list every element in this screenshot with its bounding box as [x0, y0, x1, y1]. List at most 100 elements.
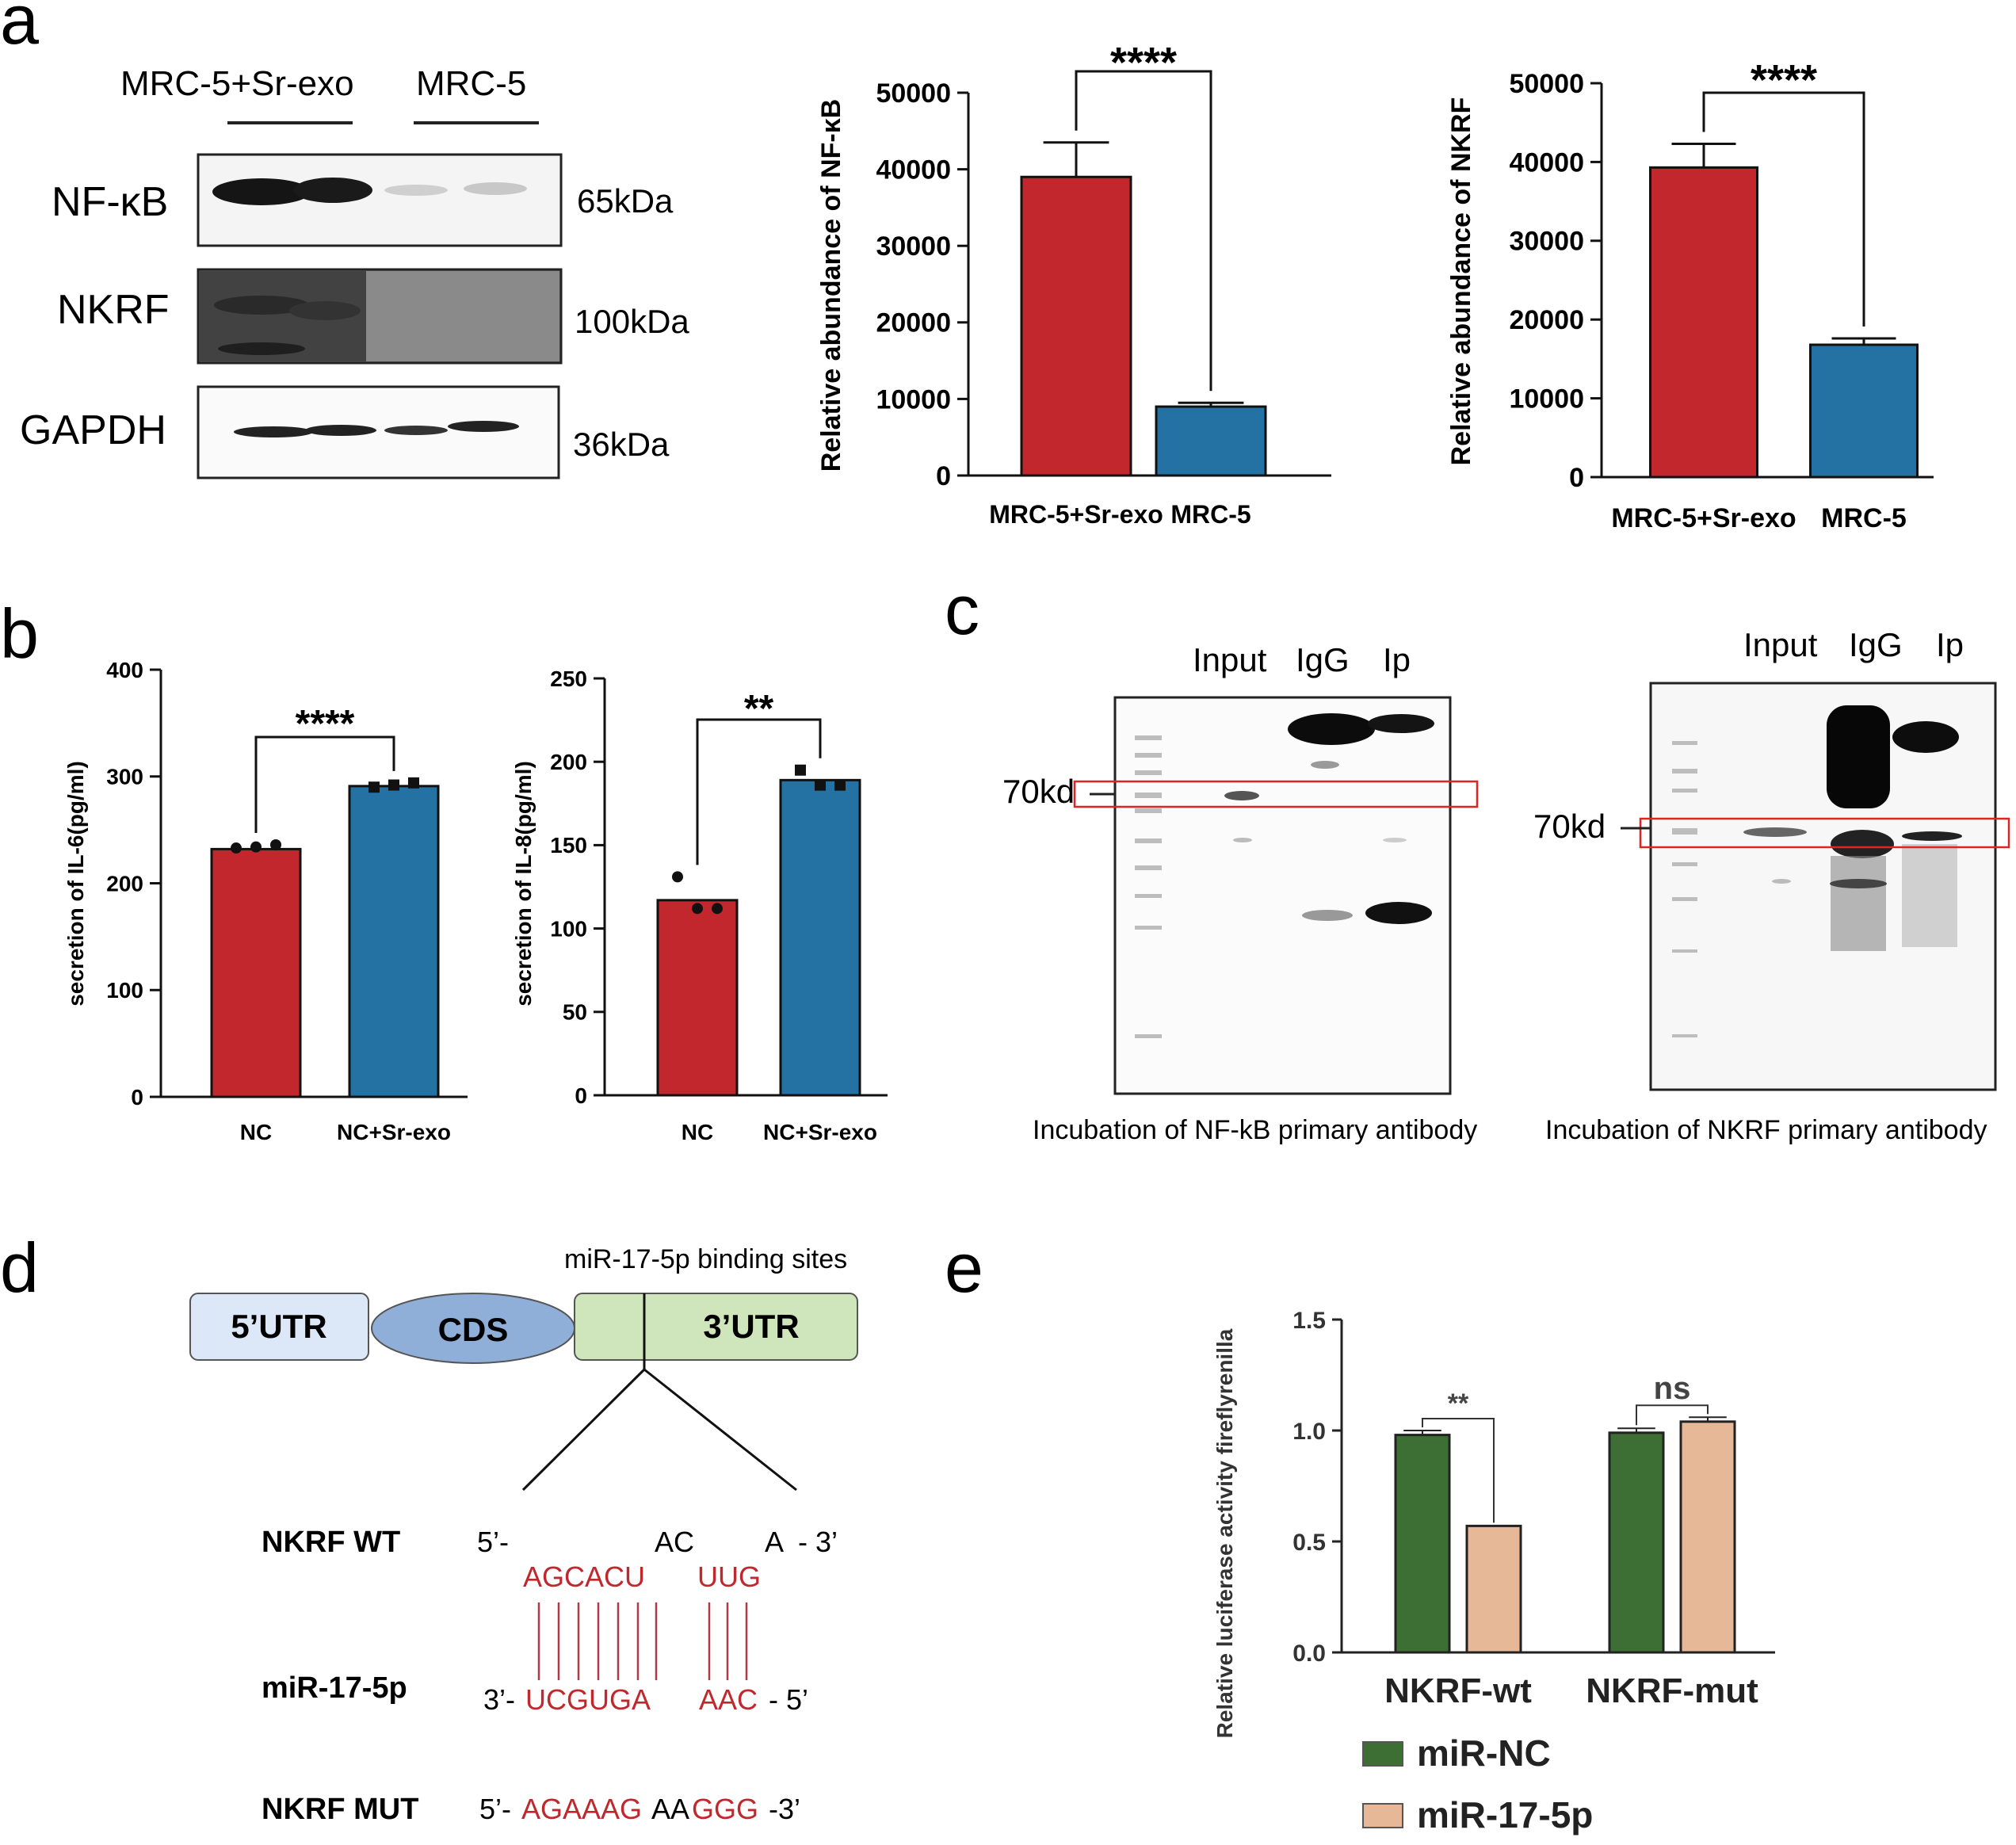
panel-label-b: b: [0, 594, 39, 673]
blot-row-label-nkrf: NKRF: [57, 287, 170, 333]
panel-label-a: a: [0, 0, 39, 59]
y-tick-label: 10000: [876, 384, 951, 414]
bar-MRC-5: [1809, 343, 1919, 479]
seq-mut-red2: GGG: [692, 1793, 758, 1825]
seq-wt-red1: AGCACU: [523, 1560, 645, 1593]
base-pair-lines: [537, 1602, 748, 1680]
x-tick-label: MRC-5+Sr-exo: [989, 500, 1163, 529]
blot-kda-nfkb: 65kDa: [577, 182, 674, 220]
y-tick-label: 250: [550, 667, 587, 691]
x-tick-label: MRC-5+Sr-exo: [1611, 503, 1796, 533]
data-point: [795, 764, 806, 776]
caption-nfkb-antibody: Incubation of NF-kB primary antibody: [1033, 1115, 1477, 1145]
y-tick-label: 1.0: [1292, 1419, 1326, 1445]
bar-NKRF-mut-miR-17-5p: [1679, 1420, 1736, 1654]
legend-label-miR-17-5p: miR-17-5p: [1417, 1794, 1593, 1835]
y-tick-label: 50000: [1509, 69, 1584, 99]
seq-mut-prefix: 5’-: [479, 1793, 511, 1825]
y-axis-title: Relative luciferase activity fireflyreni…: [1212, 1328, 1237, 1738]
blot-kda-gapdh: 36kDa: [573, 426, 670, 463]
y-tick-label: 150: [550, 833, 587, 858]
bar-NC+Sr-exo: [779, 778, 861, 1097]
x-tick-label: MRC-5: [1821, 503, 1907, 533]
data-point: [834, 779, 846, 791]
data-point: [408, 777, 419, 789]
legend-swatch-miR-17-5p: [1362, 1803, 1403, 1828]
data-point: [815, 779, 826, 791]
seq-mut-suffix: -3’: [769, 1793, 800, 1825]
y-tick-label: 40000: [1509, 147, 1584, 178]
y-tick-label: 0: [1569, 463, 1584, 493]
segment-3utr-label: 3’UTR: [703, 1308, 799, 1345]
bar-NKRF-mut-miR-NC: [1608, 1431, 1665, 1654]
data-point: [712, 903, 723, 915]
y-tick-label: 0: [131, 1085, 143, 1110]
coip-blot-nfkb: [1113, 696, 1452, 1095]
y-tick-label: 20000: [876, 308, 951, 338]
panel-d-schematic: miR-17-5p binding sites 5’UTR 3’UTR CDS …: [189, 1244, 858, 1826]
data-point: [250, 841, 262, 853]
panel-label-e: e: [945, 1228, 983, 1307]
y-tick-label: 0: [936, 461, 951, 491]
y-tick-label: 1.5: [1292, 1308, 1326, 1334]
lane-label-input-left: Input: [1193, 641, 1267, 678]
seq-label-wt: NKRF WT: [262, 1526, 400, 1559]
y-tick-label: 50: [563, 1000, 587, 1025]
y-tick-label: 50000: [876, 78, 951, 109]
seq-wt-mid: AC: [655, 1526, 694, 1558]
caption-nkrf-antibody: Incubation of NKRF primary antibody: [1545, 1115, 1987, 1145]
chart-nfkb-abundance: 0 10000 20000 30000 40000 50000 Relative abund…: [816, 39, 1331, 529]
significance-label: **: [1448, 1389, 1469, 1419]
lane-label-ip-right: Ip: [1936, 626, 1964, 663]
y-tick-label: 0: [575, 1083, 587, 1108]
legend-swatch-miR-NC: [1362, 1741, 1403, 1767]
data-point: [692, 903, 703, 915]
y-tick-label: 0.5: [1292, 1530, 1326, 1556]
binding-sites-title: miR-17-5p binding sites: [564, 1244, 847, 1274]
significance-bracket: [1422, 1418, 1495, 1523]
bar-NKRF-wt-miR-NC: [1394, 1434, 1451, 1654]
lane-label-igg-right: IgG: [1849, 626, 1903, 663]
y-tick-label: 100: [106, 978, 143, 1003]
y-axis-title: secretion of IL-8(pg/ml): [511, 761, 536, 1007]
data-point: [368, 781, 380, 793]
seq-label-mut: NKRF MUT: [262, 1793, 418, 1826]
x-tick-label: NC: [240, 1120, 272, 1144]
y-tick-label: 40000: [876, 155, 951, 185]
segment-5utr-label: 5’UTR: [231, 1308, 326, 1345]
segment-cds: [371, 1293, 575, 1364]
y-axis-title: Relative abundance of NKRF: [1446, 97, 1476, 466]
segment-5utr: [189, 1293, 369, 1361]
x-tick-label: NKRF-wt: [1384, 1671, 1532, 1710]
y-tick-label: 30000: [1509, 227, 1584, 257]
y-tick-label: 200: [106, 871, 143, 896]
x-tick-label: NKRF-mut: [1586, 1671, 1758, 1710]
seq-mir-prefix: 3’-: [483, 1683, 515, 1716]
lane-label-igg-left: IgG: [1296, 641, 1350, 678]
blot-row-label-nfkb: NF-κB: [52, 179, 168, 225]
y-tick-label: 400: [106, 658, 143, 682]
y-tick-label: 10000: [1509, 384, 1584, 414]
y-tick-label: 20000: [1509, 305, 1584, 335]
x-tick-label: NC+Sr-exo: [763, 1120, 877, 1144]
significance-label: ****: [1751, 56, 1817, 104]
seq-wt-prefix: 5’-: [477, 1526, 509, 1558]
bar-MRC-5: [1155, 405, 1267, 477]
y-tick-label: 300: [106, 765, 143, 789]
panel-label-c: c: [945, 571, 979, 649]
blot-group-label-2: MRC-5: [416, 64, 526, 103]
significance-bracket: [1636, 1404, 1709, 1426]
x-tick-label: NC: [682, 1120, 713, 1144]
lane-label-input-right: Input: [1743, 626, 1818, 663]
significance-label: **: [744, 688, 774, 730]
significance-bracket: [1702, 91, 1865, 327]
panel-label-d: d: [0, 1228, 39, 1307]
x-tick-label: NC+Sr-exo: [337, 1120, 451, 1144]
significance-bracket: [1075, 70, 1212, 392]
seq-wt-suffix: A - 3’: [765, 1526, 838, 1558]
seq-mut-black: AA: [651, 1793, 689, 1825]
data-point: [231, 842, 242, 854]
seq-mir-red2: AAC: [699, 1683, 758, 1716]
bar-MRC-5+Sr-exo: [1020, 175, 1132, 477]
data-point: [270, 838, 281, 850]
